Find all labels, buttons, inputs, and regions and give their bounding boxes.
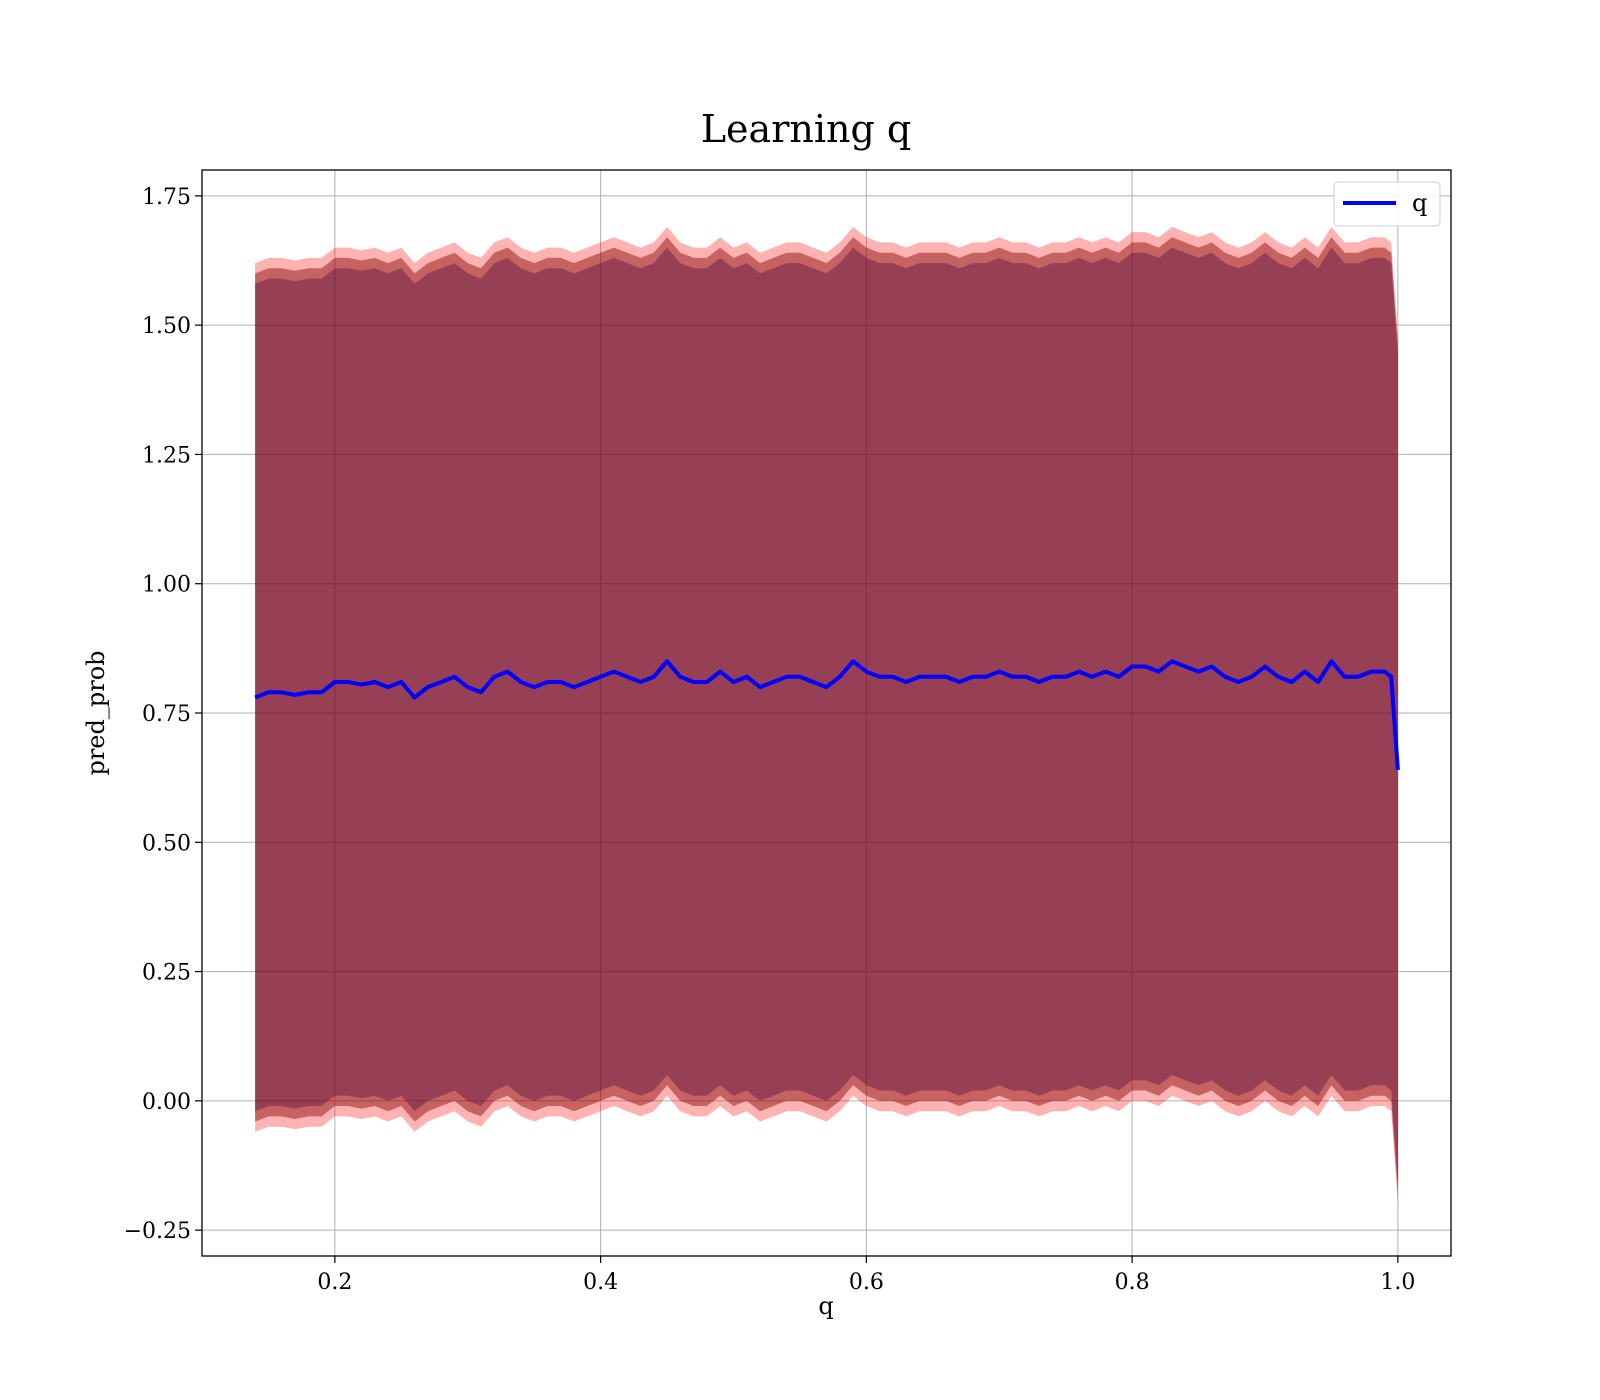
- y-tick-label: 0.75: [142, 702, 191, 727]
- band-middle: [255, 237, 1398, 1194]
- x-tick-label: 0.2: [317, 1270, 352, 1295]
- chart-title: Learning q: [701, 107, 911, 151]
- y-ticks: −0.25 0.00 0.25 0.50 0.75 1.00 1.25 1.50 1.75: [124, 185, 202, 1244]
- series-line-q: [254, 659, 1400, 771]
- legend-label-q: q: [1412, 189, 1427, 217]
- series-lines: [254, 659, 1400, 771]
- y-tick-label: 0.25: [142, 961, 191, 986]
- y-tick-label: 1.50: [142, 314, 191, 339]
- confidence-bands: [255, 226, 1398, 1205]
- y-tick-label: 1.25: [142, 443, 191, 468]
- x-tick-label: 0.6: [849, 1270, 884, 1295]
- x-ticks: 0.2 0.4 0.6 0.8 1.0: [317, 1256, 1415, 1295]
- x-tick-label: 0.4: [583, 1270, 618, 1295]
- x-tick-label: 1.0: [1380, 1270, 1415, 1295]
- y-tick-label: 1.00: [142, 573, 191, 598]
- y-tick-label: 0.00: [142, 1090, 191, 1115]
- y-tick-label: 0.50: [142, 831, 191, 856]
- x-tick-label: 0.8: [1115, 1270, 1150, 1295]
- y-tick-label: −0.25: [124, 1219, 191, 1244]
- band-inner: [255, 247, 1398, 1184]
- legend: q: [1333, 181, 1441, 227]
- band-outer: [255, 226, 1398, 1205]
- y-tick-label: 1.75: [142, 185, 191, 210]
- grid: [202, 170, 1451, 1256]
- x-axis-label: q: [818, 1292, 833, 1320]
- y-axis-label: pred_prob: [82, 650, 110, 775]
